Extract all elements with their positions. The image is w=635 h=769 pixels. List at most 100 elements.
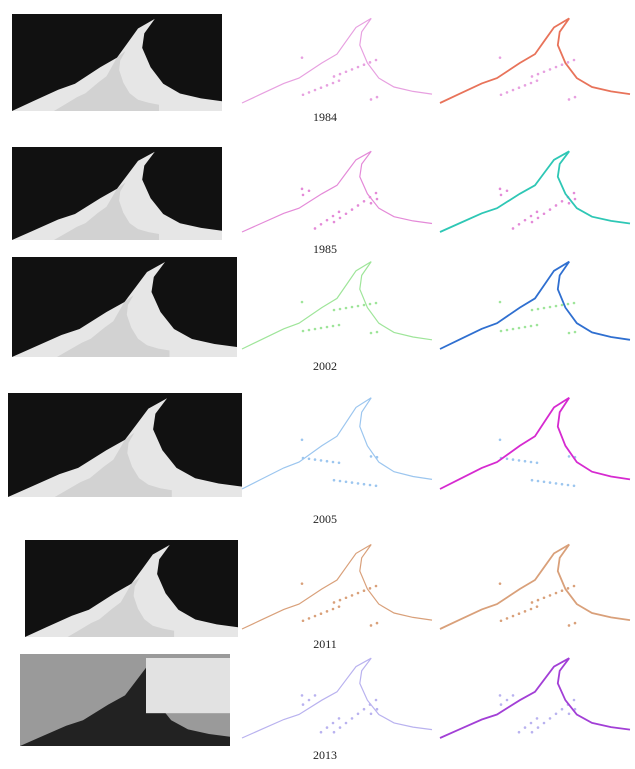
detected-pixel [332, 308, 336, 312]
detected-pixel [499, 703, 503, 706]
extracted-shoreline [439, 657, 631, 739]
detected-pixel [374, 301, 378, 305]
detected-pixel [530, 75, 534, 78]
land-texture [57, 295, 170, 357]
detected-pixel [319, 459, 323, 462]
detected-pixel [332, 478, 336, 482]
year-label: 2011 [313, 637, 337, 651]
detected-pixel [499, 193, 503, 197]
detected-pixel [300, 300, 304, 304]
detected-pixel [368, 483, 372, 487]
detected-pixel [368, 302, 372, 306]
detected-pixel [337, 210, 341, 214]
detected-pixel [498, 438, 502, 442]
detected-pixel [505, 328, 509, 332]
detected-pixel [313, 694, 317, 697]
detected-pixel [325, 726, 329, 729]
detected-pixel [331, 721, 335, 725]
detected-pixel [572, 698, 576, 702]
detected-pixel [572, 191, 576, 195]
detected-pixel [567, 98, 571, 101]
detected-pixel [567, 712, 571, 716]
detected-pixel [350, 481, 354, 484]
detected-pixel [338, 307, 342, 311]
detected-pixel [319, 612, 323, 615]
detected-pixel [505, 457, 509, 461]
detected-pixel [542, 212, 546, 216]
detected-pixel [548, 68, 552, 71]
detected-pixel [313, 458, 317, 461]
detected-pixel [517, 326, 521, 330]
detected-pixel [530, 601, 534, 604]
detected-pixel [548, 208, 552, 211]
detected-pixel [307, 328, 311, 332]
detected-pixel [344, 212, 348, 216]
detected-pixel [325, 459, 329, 463]
detected-pixel [338, 72, 342, 76]
detected-pixel [325, 325, 329, 329]
detected-pixel [356, 712, 360, 716]
detected-pixel [566, 61, 570, 64]
figure-row: 2013 [20, 654, 631, 762]
detected-pixel [350, 68, 354, 71]
extracted-shoreline [439, 397, 631, 490]
detected-pixel [319, 86, 323, 89]
detected-pixel [307, 698, 311, 702]
detected-pixel [505, 189, 509, 193]
detected-pixel [307, 91, 311, 94]
detected-pixel [325, 218, 329, 222]
detected-pixel [566, 587, 570, 590]
detected-pixel [337, 717, 341, 720]
detected-pixel [369, 712, 373, 716]
detected-pixel [368, 587, 372, 590]
detected-pixel [572, 58, 576, 62]
detected-pixel [300, 438, 304, 442]
detected-pixel [535, 717, 539, 720]
detected-pixel [560, 200, 564, 203]
detected-pixel [536, 598, 540, 602]
detected-pixel [369, 331, 373, 335]
detected-pixel [313, 614, 317, 618]
detected-pixel [362, 482, 366, 486]
year-label: 2005 [313, 512, 337, 526]
detected-pixel [313, 227, 317, 230]
detected-pixel [498, 187, 502, 191]
detected-pixel [536, 307, 540, 311]
detected-pixel [307, 189, 311, 193]
detected-pixel [542, 480, 546, 484]
detected-pixel [572, 301, 576, 305]
detected-pixel [530, 308, 534, 312]
detected-pixel [368, 61, 372, 64]
land-area-right [146, 658, 230, 714]
detected-pixel [375, 621, 379, 625]
detected-pixel [535, 605, 539, 608]
detected-pixel [362, 200, 366, 203]
detected-pixel [337, 323, 341, 327]
detected-pixel [535, 79, 539, 82]
detected-pixel [350, 717, 354, 720]
extracted-shoreline [439, 543, 631, 630]
detected-pixel [350, 208, 354, 211]
detected-pixel [542, 306, 546, 310]
detected-pixel [535, 323, 539, 327]
detected-pixel [313, 88, 317, 92]
detected-pixel [567, 455, 571, 458]
detected-pixel [554, 712, 558, 716]
detected-pixel [307, 617, 311, 620]
detected-pixel [356, 304, 360, 308]
detected-pixel [554, 304, 558, 308]
detected-pixel [313, 327, 317, 331]
detected-pixel [369, 201, 373, 205]
edge-detection [241, 261, 433, 350]
detected-pixel [511, 227, 515, 230]
detected-pixel [331, 324, 335, 328]
detected-pixel [300, 582, 304, 585]
detected-pixel [554, 591, 558, 595]
detected-pixel [319, 326, 323, 330]
figure-row: 2002 [12, 257, 631, 373]
edge-detection [241, 543, 433, 630]
detected-pixel [332, 730, 336, 734]
year-label: 1985 [313, 242, 337, 256]
detected-pixel [536, 216, 540, 220]
